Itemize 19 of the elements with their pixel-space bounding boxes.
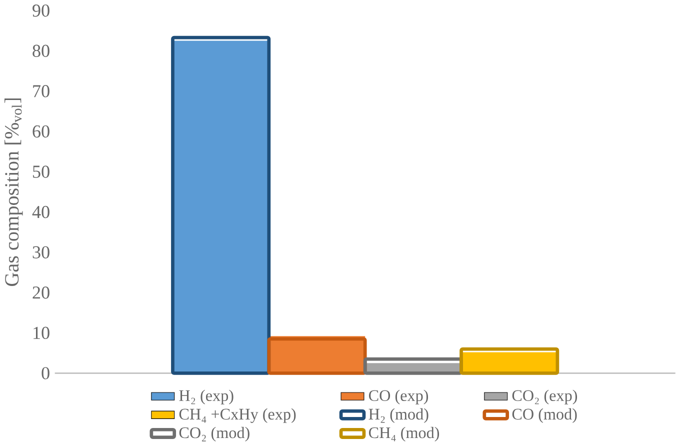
y-axis-title: Gas composition [%$_{vol}$]	[4, 98, 23, 286]
y-tick-label: 10	[34, 326, 50, 339]
y-tick-label: 70	[33, 84, 50, 98]
legend-label: CH₄ (mod)	[368, 426, 440, 442]
legend-label: CO₂ (exp)	[512, 390, 578, 404]
legend-label: CO₂ (mod)	[179, 426, 250, 442]
legend-label: H₂ (exp)	[179, 390, 234, 404]
y-tick-label: 30	[32, 246, 50, 258]
y-tick-label: 80	[32, 44, 50, 57]
y-tick-label: 90	[32, 4, 50, 16]
y-tick-label: 40	[32, 206, 50, 218]
y-tick-label: 20	[32, 286, 50, 299]
legend-label: CO (mod)	[512, 408, 577, 423]
legend-label: CH₄ +CxHy (exp)	[179, 408, 296, 423]
legend-label: H₂ (mod)	[368, 408, 428, 423]
legend-label: CO (exp)	[368, 390, 428, 404]
y-tick-label: 0	[42, 366, 50, 380]
y-tick-label: 50	[33, 165, 50, 178]
y-tick-label: 60	[32, 125, 50, 138]
